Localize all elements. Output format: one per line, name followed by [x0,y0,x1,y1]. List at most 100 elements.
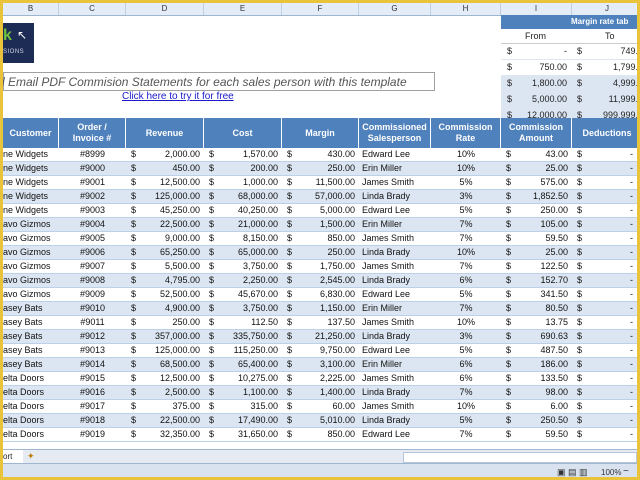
cell-margin[interactable]: 5,010.00 [319,415,355,425]
cell-order[interactable]: #9013 [79,345,106,355]
cell-cost[interactable]: 68,000.00 [237,191,278,201]
cell-deductions[interactable]: - [630,191,633,201]
cell-customer[interactable]: asey Bats [3,331,43,341]
cell-margin[interactable]: 850.00 [327,429,355,439]
cell-revenue[interactable]: 250.00 [172,317,200,327]
column-letter[interactable]: I [501,3,572,15]
cell-deductions[interactable]: - [630,401,633,411]
cell-margin[interactable]: 21,250.00 [314,331,355,341]
cell-cost[interactable]: 17,490.00 [237,415,278,425]
cell-order[interactable]: #9005 [79,233,106,243]
cell-amount[interactable]: 105.00 [540,219,568,229]
cell-rate[interactable]: 10% [456,247,475,257]
cell-rate[interactable]: 10% [456,317,475,327]
cell-amount[interactable]: 59.50 [545,233,568,243]
cell-margin[interactable]: 430.00 [327,149,355,159]
cell-rate[interactable]: 6% [459,373,473,383]
cell-salesperson[interactable]: Erin Miller [362,163,403,173]
cell-revenue[interactable]: 45,250.00 [159,205,200,215]
cell-margin[interactable]: 250.00 [327,163,355,173]
cell-rate[interactable]: 5% [459,205,473,215]
cell-customer[interactable]: asey Bats [3,345,43,355]
cell-salesperson[interactable]: James Smith [362,261,415,271]
cell-revenue[interactable]: 2,000.00 [164,149,200,159]
cell-salesperson[interactable]: James Smith [362,373,415,383]
cell-margin[interactable]: 1,400.00 [319,387,355,397]
table-row[interactable]: elta Doors #9016 $2,500.00 $1,100.00 $1,400.… [3,386,637,400]
cell-amount[interactable]: 133.50 [540,373,568,383]
cell-revenue[interactable]: 125,000.00 [154,345,200,355]
cell-salesperson[interactable]: Linda Brady [362,275,411,285]
cell-cost[interactable]: 40,250.00 [237,205,278,215]
cell-customer[interactable]: avo Gizmos [3,233,51,243]
cell-margin[interactable]: 250.00 [327,247,355,257]
cell-amount[interactable]: 250.00 [540,205,568,215]
table-row[interactable]: asey Bats #9012 $357,000.00 $335,750.00 $21,… [3,330,637,344]
cell-cost[interactable]: 2,250.00 [242,275,278,285]
cell-order[interactable]: #9006 [79,247,106,257]
cell-revenue[interactable]: 52,500.00 [159,289,200,299]
cell-deductions[interactable]: - [630,149,633,159]
cell-rate[interactable]: 10% [456,401,475,411]
cell-cost[interactable]: 65,400.00 [237,359,278,369]
cell-rate[interactable]: 5% [459,345,473,355]
cell-amount[interactable]: 487.50 [540,345,568,355]
cell-rate[interactable]: 7% [459,233,473,243]
cell-order[interactable]: #9007 [79,261,106,271]
cell-salesperson[interactable]: Edward Lee [362,289,411,299]
cell-cost[interactable]: 1,100.00 [242,387,278,397]
cell-margin[interactable]: 2,545.00 [319,275,355,285]
table-row[interactable]: elta Doors #9017 $375.00 $315.00 $60.00 James… [3,400,637,414]
cell-margin[interactable]: 850.00 [327,233,355,243]
column-letter[interactable]: B [3,3,59,15]
cell-revenue[interactable]: 2,500.00 [164,387,200,397]
cell-salesperson[interactable]: Edward Lee [362,205,411,215]
cell-amount[interactable]: 43.00 [545,149,568,159]
cell-customer[interactable]: elta Doors [3,429,45,439]
cell-salesperson[interactable]: Erin Miller [362,359,403,369]
cell-salesperson[interactable]: Edward Lee [362,429,411,439]
cell-deductions[interactable]: - [630,387,633,397]
cell-cost[interactable]: 65,000.00 [237,247,278,257]
cell-order[interactable]: #9018 [79,415,106,425]
cell-salesperson[interactable]: Edward Lee [362,345,411,355]
cell-salesperson[interactable]: Linda Brady [362,415,411,425]
cell-revenue[interactable]: 4,900.00 [164,303,200,313]
table-row[interactable]: ne Widgets #9002 $125,000.00 $68,000.00 $57,… [3,190,637,204]
table-row[interactable]: avo Gizmos #9008 $4,795.00 $2,250.00 $2,545.… [3,274,637,288]
table-row[interactable]: ne Widgets #8999 $2,000.00 $1,570.00 $430.00… [3,148,637,162]
cell-cost[interactable]: 115,250.00 [233,345,278,355]
cell-deductions[interactable]: - [630,289,633,299]
cell-order[interactable]: #9014 [79,359,106,369]
table-row[interactable]: elta Doors #9015 $12,500.00 $10,275.00 $2,22… [3,372,637,386]
column-letter[interactable]: H [431,3,501,15]
cell-customer[interactable]: elta Doors [3,373,45,383]
cell-deductions[interactable]: - [630,261,633,271]
cell-rate[interactable]: 3% [459,331,473,341]
cell-margin[interactable]: 137.50 [327,317,355,327]
cell-salesperson[interactable]: Linda Brady [362,387,411,397]
cell-amount[interactable]: 186.00 [540,359,568,369]
column-letter[interactable]: D [126,3,204,15]
table-row[interactable]: elta Doors #9019 $32,350.00 $31,650.00 $850.… [3,428,637,442]
cell-deductions[interactable]: - [630,429,633,439]
cell-amount[interactable]: 13.75 [545,317,568,327]
cell-salesperson[interactable]: Erin Miller [362,303,403,313]
table-row[interactable]: avo Gizmos #9006 $65,250.00 $65,000.00 $250.… [3,246,637,260]
cell-cost[interactable]: 112.50 [251,317,278,327]
cell-rate[interactable]: 5% [459,289,473,299]
cell-amount[interactable]: 250.50 [540,415,568,425]
cell-margin[interactable]: 57,000.00 [314,191,355,201]
cell-deductions[interactable]: - [630,163,633,173]
cell-salesperson[interactable]: James Smith [362,317,415,327]
cell-cost[interactable]: 200.00 [250,163,278,173]
cell-amount[interactable]: 122.50 [540,261,568,271]
column-letter[interactable]: F [282,3,359,15]
cell-cost[interactable]: 1,000.00 [242,177,278,187]
header-revenue[interactable]: Revenue [126,118,204,148]
cell-cost[interactable]: 45,670.00 [237,289,278,299]
cell-cost[interactable]: 3,750.00 [242,261,278,271]
table-row[interactable]: asey Bats #9014 $68,500.00 $65,400.00 $3,100… [3,358,637,372]
table-row[interactable]: asey Bats #9010 $4,900.00 $3,750.00 $1,150.0… [3,302,637,316]
cell-customer[interactable]: asey Bats [3,303,43,313]
